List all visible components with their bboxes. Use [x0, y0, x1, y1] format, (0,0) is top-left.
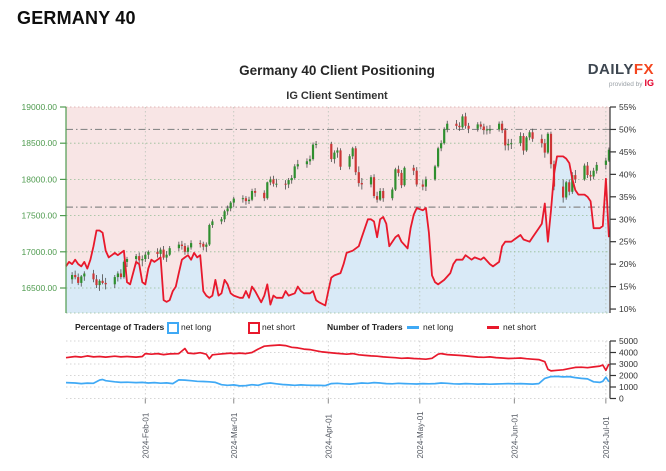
legend-pct-net-long: net long — [181, 322, 212, 332]
net-long-square-icon — [167, 322, 179, 334]
price-tick-label: 17500.00 — [22, 211, 58, 221]
count-tick-label: 5000 — [619, 336, 638, 346]
traders-count-line-net-long — [65, 375, 610, 387]
percent-tick-label: 35% — [619, 192, 636, 202]
percent-tick-label: 40% — [619, 169, 636, 179]
candlestick-series — [71, 112, 610, 291]
percent-tick-label: 55% — [619, 102, 636, 112]
chart-subtitle: IG Client Sentiment — [286, 90, 388, 102]
count-tick-label: 4000 — [619, 348, 638, 358]
percent-tick-label: 30% — [619, 214, 636, 224]
net-short-line-icon — [487, 326, 499, 329]
provided-by-line: provided by IG — [588, 77, 654, 89]
traders-count-line-net-short — [65, 344, 610, 372]
count-tick-label: 0 — [619, 394, 624, 404]
count-tick-label: 3000 — [619, 359, 638, 369]
page-title: GERMANY 40 — [17, 8, 136, 28]
percent-tick-label: 25% — [619, 237, 636, 247]
legend-pct-net-short: net short — [262, 322, 296, 332]
percent-tick-label: 20% — [619, 259, 636, 269]
net-long-line-icon — [407, 326, 419, 329]
date-tick-label: 2024-Feb-01 — [141, 412, 150, 458]
net-short-square-icon — [248, 322, 260, 334]
date-tick-label: 2024-Jun-01 — [510, 413, 519, 458]
date-tick-label: 2024-Apr-01 — [324, 413, 333, 458]
count-tick-label: 1000 — [619, 382, 638, 392]
percent-tick-label: 45% — [619, 147, 636, 157]
provided-by-text: provided by — [608, 80, 643, 88]
count-tick-label: 2000 — [619, 371, 638, 381]
percent-tick-label: 10% — [619, 304, 636, 314]
percent-net-line — [65, 155, 610, 307]
percent-tick-label: 15% — [619, 282, 636, 292]
legend-num-net-long: net long — [423, 322, 454, 332]
dailyfx-wordmark-fx: FX — [633, 61, 654, 78]
dailyfx-wordmark: DAILYFX — [587, 61, 654, 79]
legend-number-of-traders: Number of Traders — [327, 322, 403, 332]
date-tick-label: 2024-May-01 — [416, 411, 425, 459]
legend-percentage-of-traders: Percentage of Traders — [75, 322, 165, 332]
price-tick-label: 18000.00 — [22, 174, 58, 184]
date-tick-label: 2024-Mar-01 — [230, 412, 239, 458]
percent-tick-label: 50% — [619, 124, 636, 134]
date-tick-label: 2024-Jul-01 — [602, 416, 611, 459]
price-tick-label: 16500.00 — [22, 283, 58, 293]
price-tick-label: 19000.00 — [22, 102, 58, 112]
dailyfx-logo: DAILYFX provided by IG — [587, 61, 654, 89]
ig-logo: IG — [644, 77, 654, 88]
legend-num-net-short: net short — [503, 322, 537, 332]
price-tick-label: 18500.00 — [22, 138, 58, 148]
chart-title: Germany 40 Client Positioning — [239, 63, 435, 78]
price-tick-label: 17000.00 — [22, 247, 58, 257]
dailyfx-wordmark-daily: DAILY — [587, 61, 634, 78]
